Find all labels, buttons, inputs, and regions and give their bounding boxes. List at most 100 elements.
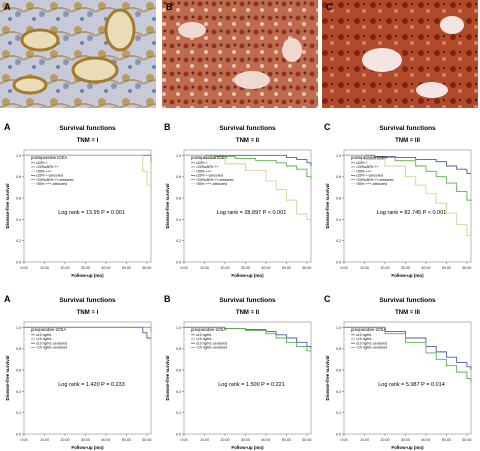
legend-title: postoperative tCEA xyxy=(191,155,227,160)
y-tick-label: 0.0 xyxy=(176,261,181,265)
y-axis-label: Disease-free survival xyxy=(165,183,170,228)
survival-curve-1 xyxy=(344,326,472,370)
y-tick-label: 0.8 xyxy=(16,175,21,179)
log-rank-label: Log rank = 1.420 P = 0.233 xyxy=(58,382,125,388)
panel-title: Survival functions xyxy=(219,125,276,132)
log-rank-label: Log rank = 1.500 P = 0.221 xyxy=(218,382,285,388)
x-tick-label: 0.00 xyxy=(341,438,348,442)
y-tick-label: 0.8 xyxy=(16,347,21,351)
x-tick-label: 40.00 xyxy=(261,438,270,442)
legend-item: ≤20% +-censored xyxy=(36,174,63,178)
legend-item: >10 ng/mL-censored xyxy=(36,346,67,350)
legend-title: postoperative tCEA xyxy=(31,155,67,160)
panel-subtitle: TNM = I xyxy=(77,310,99,316)
km-row-1: A Survival functions TNM = I 0.0 0.2 0.4 0.6 0.… xyxy=(4,122,472,278)
x-tick-label: 20.00 xyxy=(220,438,229,442)
legend-item: >10 ng/mL xyxy=(356,337,372,341)
survival-curve-3 xyxy=(184,154,311,220)
y-tick-label: 1.0 xyxy=(16,154,21,158)
x-tick-label: 50.00 xyxy=(122,266,131,270)
y-tick-label: 0.4 xyxy=(16,218,21,222)
log-rank-label: Log rank = 5.987 P = 0.014 xyxy=(378,382,445,388)
panel-title: Survival functions xyxy=(59,297,116,304)
x-tick-label: 50.00 xyxy=(442,266,451,270)
x-tick-label: 10.00 xyxy=(40,438,49,442)
y-tick-label: 1.0 xyxy=(176,326,181,330)
gland-lumen xyxy=(71,56,119,84)
panel-letter: A xyxy=(4,122,11,132)
y-tick-label: 0.8 xyxy=(336,175,341,179)
legend-item: ≤10 ng/mL xyxy=(36,333,52,337)
x-tick-label: 60.00 xyxy=(302,438,311,442)
y-tick-label: 0.8 xyxy=(336,347,341,351)
y-tick-label: 0.6 xyxy=(176,369,181,373)
y-axis-label: Disease-free survival xyxy=(5,183,10,228)
y-tick-label: 0.6 xyxy=(16,369,21,373)
km-row-2: A Survival functions TNM = I 0.0 0.2 0.4 0.6 0.… xyxy=(4,294,472,450)
photo-letter: A xyxy=(4,2,11,12)
stroma-gap xyxy=(440,16,464,34)
x-tick-label: 40.00 xyxy=(261,266,270,270)
legend-item: ≤20% +-censored xyxy=(356,174,383,178)
x-tick-label: 20.00 xyxy=(60,266,69,270)
legend-item: ≤10 ng/mL-censored xyxy=(356,341,387,345)
x-tick-label: 20.00 xyxy=(60,438,69,442)
panel-title: Survival functions xyxy=(379,297,436,304)
y-tick-label: 0.6 xyxy=(336,197,341,201)
gland-lumen xyxy=(12,75,48,95)
plot-area xyxy=(23,149,152,263)
legend-item: ≤20% + xyxy=(356,161,368,165)
x-axis-label: Follow-up (mo) xyxy=(231,445,264,450)
legend-item: >20%≤50% ++ xyxy=(36,165,58,169)
ihc-photo-c: C xyxy=(322,0,478,108)
survival-curve-3 xyxy=(24,154,151,186)
x-tick-label: 20.00 xyxy=(220,266,229,270)
x-tick-label: 40.00 xyxy=(101,438,110,442)
survival-curve-2 xyxy=(344,326,472,383)
x-axis-label: Follow-up (mo) xyxy=(71,273,104,278)
km-panel-a: A Survival functions TNM = I 0.0 0.2 0.4 0.6 0.… xyxy=(4,294,152,450)
x-tick-label: 60.00 xyxy=(462,266,471,270)
panel-letter: C xyxy=(324,294,331,304)
y-tick-label: 0.4 xyxy=(336,390,341,394)
legend-item: ≤10 ng/mL-censored xyxy=(196,341,227,345)
x-tick-label: 20.00 xyxy=(380,266,389,270)
km-panel-b: B Survival functions TNM = II 0.0 0.2 0.4 0.6 0… xyxy=(164,294,312,450)
plot-area xyxy=(23,321,152,435)
km-panel-c: C Survival functions TNM = III 0.0 0.2 0.4 0.6… xyxy=(324,294,472,450)
panel-title: Survival functions xyxy=(379,125,436,132)
x-axis-label: Follow-up (mo) xyxy=(71,445,104,450)
x-tick-label: 10.00 xyxy=(360,438,369,442)
km-panel-a: A Survival functions TNM = I 0.0 0.2 0.4 0.6 0.… xyxy=(4,122,152,278)
gland-lumen xyxy=(104,8,136,52)
panel-subtitle: TNM = II xyxy=(236,310,260,316)
x-axis-label: Follow-up (mo) xyxy=(391,445,424,450)
ihc-photo-a: A xyxy=(0,0,156,108)
stroma-gap xyxy=(416,82,448,98)
legend-title: preoperative sCEA xyxy=(31,327,66,332)
x-tick-label: 40.00 xyxy=(421,266,430,270)
legend-item: >50% +++-censored xyxy=(36,182,67,186)
y-tick-label: 0.4 xyxy=(176,218,181,222)
x-tick-label: 50.00 xyxy=(282,266,291,270)
legend-item: >50% +++ xyxy=(36,169,52,173)
legend-item: >20%≤50% ++-censored xyxy=(356,178,394,182)
x-tick-label: 10.00 xyxy=(40,266,49,270)
kaplan-meier-rows: A Survival functions TNM = I 0.0 0.2 0.4 0.6 0.… xyxy=(4,122,472,450)
y-tick-label: 0.0 xyxy=(16,261,21,265)
x-tick-label: 60.00 xyxy=(142,438,151,442)
x-tick-label: 0.00 xyxy=(21,266,28,270)
x-tick-label: 30.00 xyxy=(241,266,250,270)
panel-subtitle: TNM = III xyxy=(395,310,420,316)
y-axis-label: Disease-free survival xyxy=(325,183,330,228)
y-tick-label: 0.6 xyxy=(16,197,21,201)
x-tick-label: 40.00 xyxy=(101,266,110,270)
x-tick-label: 50.00 xyxy=(122,438,131,442)
legend-item: ≤20% + xyxy=(196,161,208,165)
x-tick-label: 40.00 xyxy=(421,438,430,442)
x-tick-label: 20.00 xyxy=(380,438,389,442)
y-tick-label: 0.2 xyxy=(16,411,21,415)
panel-title: Survival functions xyxy=(59,125,116,132)
panel-title: Survival functions xyxy=(219,297,276,304)
y-tick-label: 0.2 xyxy=(336,411,341,415)
